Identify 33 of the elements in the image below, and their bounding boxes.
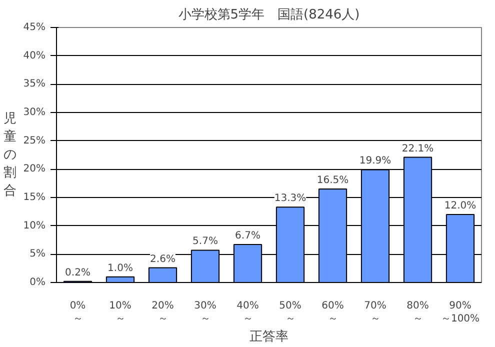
data-label: 0.2% (65, 267, 90, 278)
y-tick-label: 5% (30, 248, 46, 260)
x-tick-label: 20% ～ (152, 300, 174, 325)
x-axis-title: 正答率 (250, 328, 288, 345)
y-tick-label: 30% (23, 107, 46, 118)
data-label: 1.0% (108, 262, 133, 274)
x-tick-label: 80% ～ (406, 300, 429, 325)
y-tick-label: 25% (23, 135, 46, 146)
y-tick-label: 20% (23, 164, 46, 175)
y-tick-label: 35% (23, 78, 46, 90)
y-tick-label: 45% (23, 22, 46, 33)
x-tick-label: 30% ～ (194, 300, 216, 325)
data-label: 16.5% (316, 175, 349, 186)
x-tick-label: 40% ～ (236, 300, 259, 325)
data-label: 22.1% (402, 143, 434, 154)
y-tick-label: 0% (30, 277, 46, 288)
data-label: 5.7% (192, 236, 218, 248)
x-tick-label: 90% ～100% (440, 300, 480, 325)
data-label: 2.6% (150, 254, 176, 265)
x-tick-label: 50% ～ (279, 300, 302, 325)
x-tick-label: 10% ～ (109, 300, 132, 325)
data-label: 13.3% (274, 193, 306, 204)
x-tick-label: 0% ～ (70, 300, 86, 325)
x-tick-label: 60% ～ (322, 300, 344, 325)
y-axis-title: 児童の割合 (3, 112, 16, 198)
y-tick-label: 40% (23, 50, 46, 62)
data-label: 6.7% (235, 230, 260, 242)
data-label: 12.0% (444, 200, 476, 212)
x-tick-label: 70% ～ (364, 300, 386, 325)
chart-title: 小学校第5学年 国語(8246人) (178, 8, 360, 22)
y-tick-label: 10% (23, 220, 46, 232)
y-tick-label: 15% (23, 192, 46, 203)
data-label: 19.9% (359, 156, 392, 167)
